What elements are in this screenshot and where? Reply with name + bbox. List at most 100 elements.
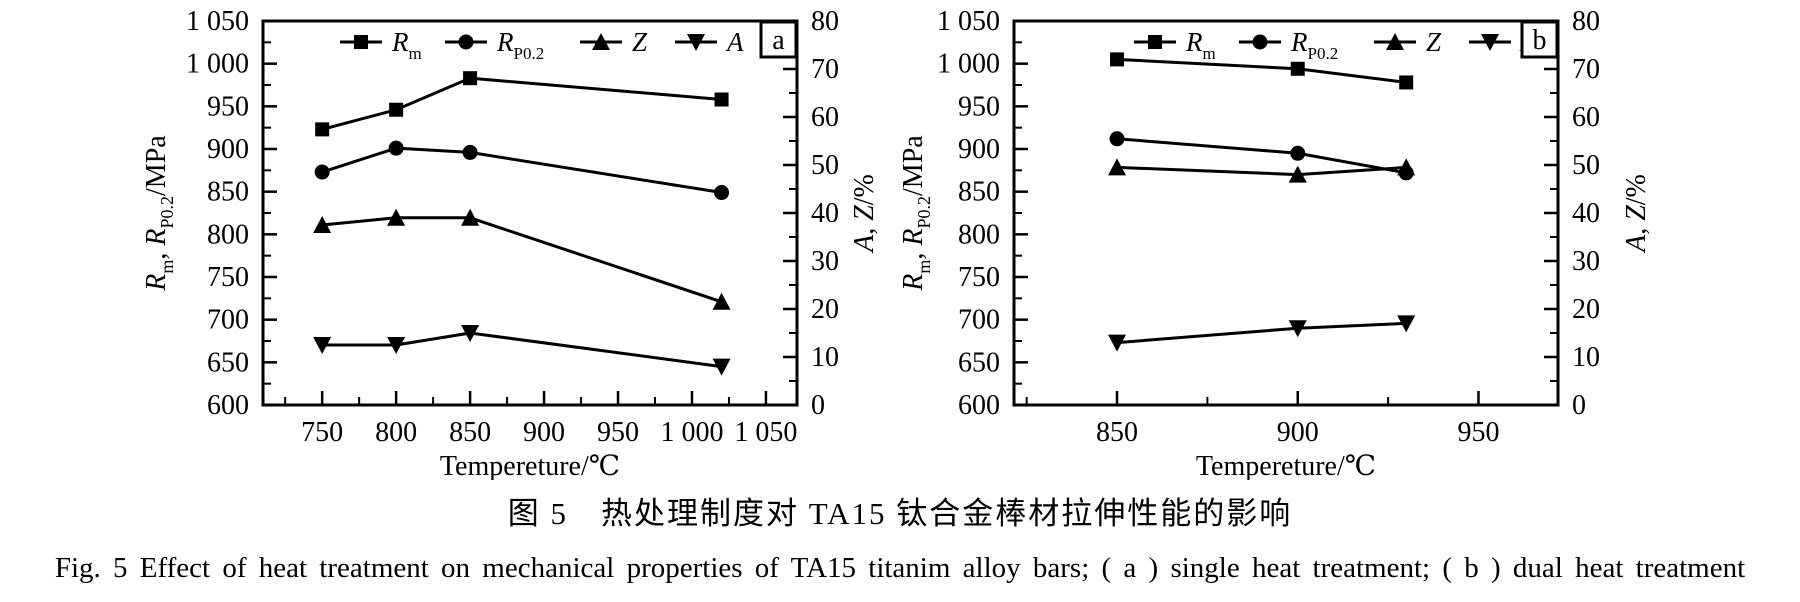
- y-left-axis-title: Rm, RP0.2/MPa: [141, 135, 177, 292]
- legend-label-A: A: [725, 27, 744, 57]
- x-tick-label: 850: [1096, 417, 1138, 448]
- x-tick-label: 800: [375, 417, 417, 448]
- triangle-up-marker-Z: [712, 292, 731, 310]
- triangle-down-marker-A: [387, 337, 406, 354]
- circle-marker-Rp0.2: [1109, 131, 1125, 147]
- x-tick-label: 900: [1277, 417, 1319, 448]
- circle-marker-legend-Rp0.2: [458, 34, 474, 50]
- triangle-up-marker-Z: [1108, 158, 1127, 176]
- y-left-tick-label: 800: [958, 219, 1000, 250]
- plot-frame: [1012, 19, 1560, 407]
- legend-label-Rm: Rm: [391, 27, 422, 63]
- y-left-tick-label: 650: [207, 347, 249, 378]
- series-line-A: [322, 331, 722, 369]
- y-left-tick-label: 850: [958, 177, 1000, 208]
- triangle-down-marker-A: [461, 325, 480, 342]
- y-right-tick-label: 10: [811, 342, 839, 373]
- square-marker-Rm: [1399, 75, 1414, 90]
- series-line-Z: [322, 216, 723, 304]
- y-left-tick-label: 600: [207, 390, 249, 421]
- x-tick-label: 950: [597, 417, 639, 448]
- triangle-down-marker-legend-A: [687, 34, 705, 51]
- y-right-tick-label: 60: [811, 102, 839, 133]
- triangle-up-marker-Z: [313, 216, 332, 233]
- legend-label-Z: Z: [1426, 27, 1442, 57]
- circle-marker-Rp0.2: [314, 164, 330, 180]
- circle-marker-Rp0.2: [1290, 145, 1306, 161]
- series-line-Rm: [321, 76, 722, 131]
- square-marker-Rm: [1110, 52, 1125, 67]
- circle-marker-Rp0.2: [714, 185, 730, 201]
- series-line-A: [1116, 321, 1407, 345]
- x-tick-label: 900: [523, 417, 565, 448]
- x-axis-title: Tempereture/℃: [1196, 451, 1376, 480]
- y-left-tick-label: 850: [207, 177, 249, 208]
- triangle-down-marker-A: [313, 337, 332, 354]
- triangle-up-marker-legend-Z: [1386, 33, 1404, 50]
- triangle-up-marker-Z: [1397, 158, 1416, 176]
- x-tick-label: 750: [301, 417, 343, 448]
- panel-label-box: [759, 20, 798, 59]
- triangle-down-marker-legend-A: [1481, 34, 1499, 51]
- y-right-tick-label: 40: [811, 198, 839, 229]
- square-marker-legend-Rm: [1148, 35, 1162, 49]
- y-right-tick-label: 30: [811, 246, 839, 277]
- y-right-tick-label: 70: [811, 54, 839, 85]
- square-marker-Rm: [463, 71, 478, 86]
- y-right-axis-title: A, Z/%: [849, 174, 880, 254]
- y-left-tick-label: 1 000: [186, 49, 249, 80]
- square-marker-Rm: [389, 102, 404, 117]
- y-left-tick-label: 700: [958, 305, 1000, 336]
- square-marker-Rm: [315, 122, 330, 137]
- y-right-tick-label: 20: [811, 294, 839, 325]
- x-axis-title: Tempereture/℃: [440, 451, 620, 480]
- plot-frame: [261, 19, 799, 407]
- series-line-Rm: [1116, 57, 1407, 84]
- y-left-tick-label: 650: [958, 347, 1000, 378]
- legend-label-Rm: Rm: [1185, 27, 1216, 63]
- y-left-tick-label: 800: [207, 219, 249, 250]
- y-left-tick-label: 950: [207, 91, 249, 122]
- panel-label: b: [1533, 25, 1547, 56]
- y-right-tick-label: 80: [811, 6, 839, 37]
- series-line-Z: [1116, 165, 1407, 177]
- circle-marker-legend-Rp0.2: [1252, 34, 1268, 50]
- y-left-tick-label: 1 000: [937, 49, 1000, 80]
- y-left-tick-label: 900: [207, 134, 249, 165]
- y-left-tick-label: 600: [958, 390, 1000, 421]
- y-left-tick-label: 950: [958, 91, 1000, 122]
- y-left-tick-label: 750: [207, 262, 249, 293]
- square-marker-Rm: [1290, 61, 1305, 76]
- legend-label-Rp0.2: RP0.2: [496, 27, 544, 63]
- y-left-tick-label: 900: [958, 134, 1000, 165]
- legend-label-Z: Z: [632, 27, 648, 57]
- y-right-tick-label: 30: [1572, 246, 1600, 277]
- x-tick-label: 1 000: [660, 417, 723, 448]
- y-right-tick-label: 40: [1572, 198, 1600, 229]
- triangle-up-marker-Z: [1288, 165, 1307, 183]
- x-tick-label: 850: [449, 417, 491, 448]
- caption-chinese: 图 5 热处理制度对 TA15 钛合金棒材拉伸性能的影响: [507, 496, 1293, 531]
- x-tick-label: 1 050: [734, 417, 797, 448]
- y-right-tick-label: 20: [1572, 294, 1600, 325]
- y-right-axis-title: A, Z/%: [1621, 174, 1652, 254]
- square-marker-Rm: [714, 92, 729, 107]
- y-left-tick-label: 700: [207, 305, 249, 336]
- circle-marker-Rp0.2: [388, 140, 404, 156]
- caption-english: Fig. 5 Effect of heat treatment on mecha…: [54, 552, 1746, 584]
- triangle-up-marker-Z: [387, 208, 406, 226]
- y-left-tick-label: 1 050: [937, 6, 1000, 37]
- y-right-tick-label: 10: [1572, 342, 1600, 373]
- y-right-tick-label: 80: [1572, 6, 1600, 37]
- square-marker-legend-Rm: [354, 35, 368, 49]
- series-line-Rp0.2: [321, 146, 722, 195]
- legend: Rm RP0.2 Z A: [340, 27, 744, 63]
- y-right-tick-label: 60: [1572, 102, 1600, 133]
- circle-marker-Rp0.2: [462, 144, 478, 160]
- y-left-axis-title: Rm, RP0.2/MPa: [900, 135, 934, 292]
- y-right-tick-label: 0: [1572, 390, 1586, 421]
- panel-label: a: [772, 25, 785, 56]
